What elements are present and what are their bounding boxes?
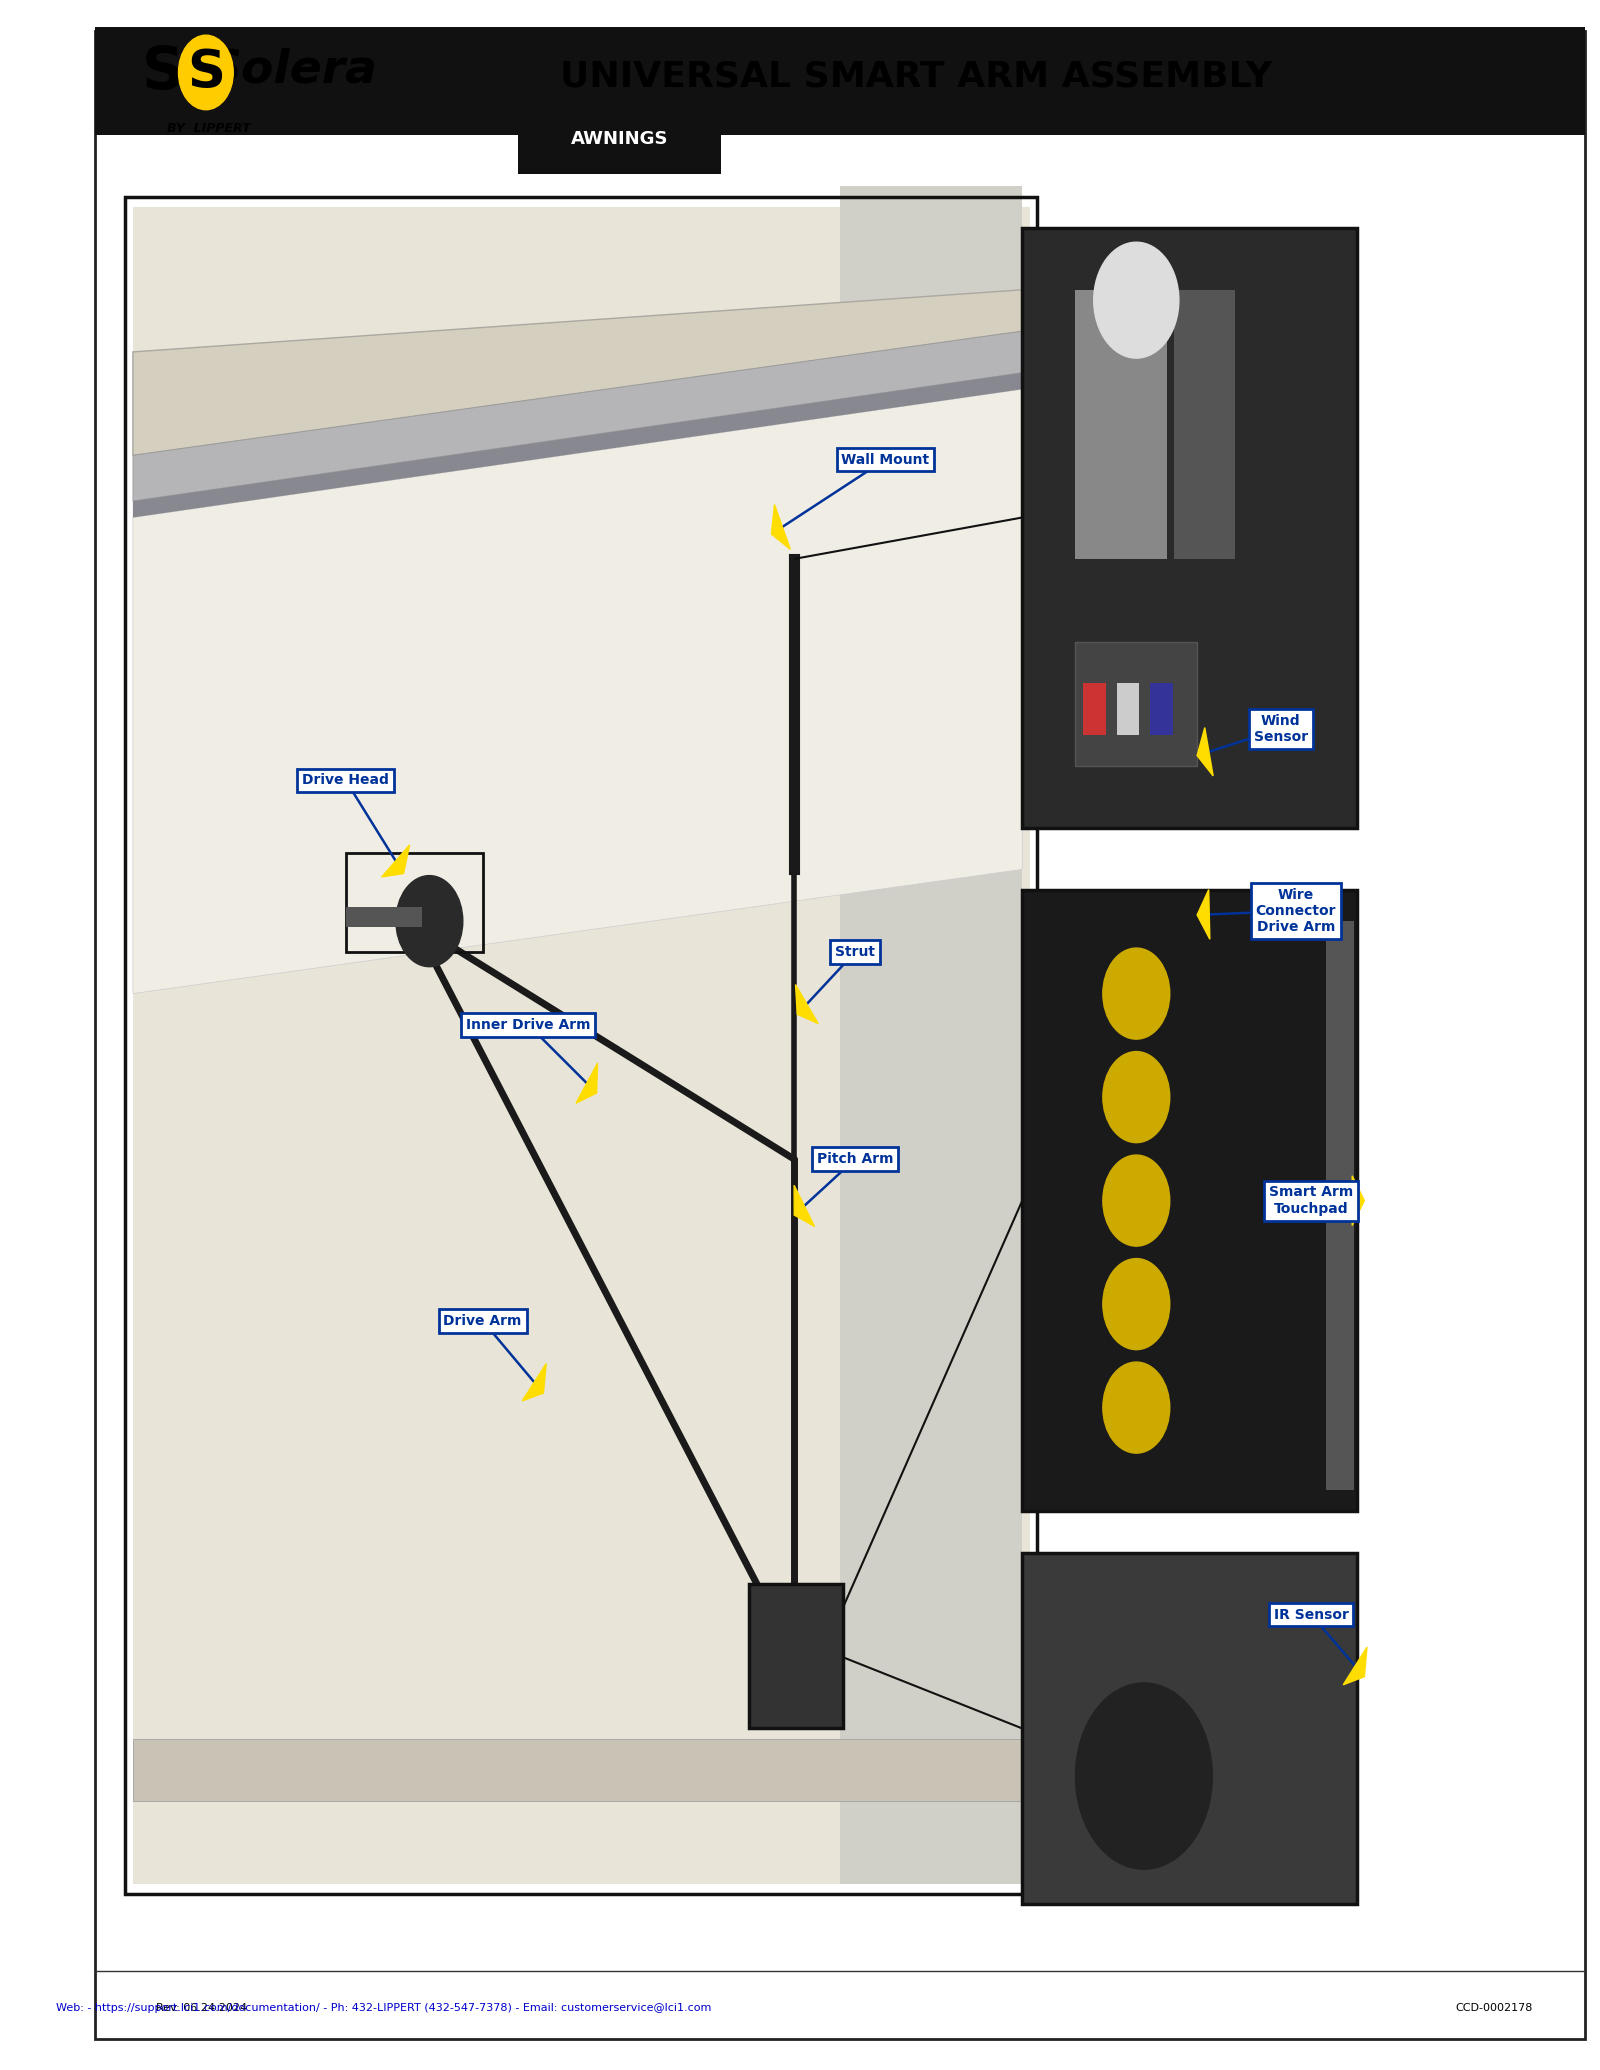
Text: Drive Head: Drive Head [302,774,389,787]
Polygon shape [576,1064,597,1103]
Polygon shape [133,389,1022,994]
Text: Web: - https://support.lci1.com/documentation/ - Ph: 432-LIPPERT (432-547-7378) : Web: - https://support.lci1.com/document… [56,2004,712,2012]
Text: Smart Arm
Touchpad: Smart Arm Touchpad [1269,1186,1354,1215]
Circle shape [1102,1362,1170,1453]
Polygon shape [840,186,1022,1884]
Text: AWNINGS: AWNINGS [571,130,669,147]
Circle shape [179,35,234,110]
Text: Solera: Solera [208,48,378,93]
Bar [133,207,1030,1884]
Bar [94,27,1584,135]
Bar [1075,290,1166,559]
Polygon shape [133,1739,1022,1801]
Text: Pitch Arm: Pitch Arm [816,1153,893,1165]
Circle shape [395,876,462,967]
Bar [1174,290,1235,559]
Text: Rev: 06.24.2024: Rev: 06.24.2024 [155,2004,246,2012]
Text: S: S [182,46,221,99]
Polygon shape [382,845,410,878]
Polygon shape [522,1364,546,1401]
Polygon shape [795,985,818,1023]
Text: Wire
Connector
Drive Arm: Wire Connector Drive Arm [1256,888,1336,934]
Circle shape [1075,1683,1213,1869]
Polygon shape [1352,1176,1365,1225]
FancyBboxPatch shape [517,104,722,174]
Text: Wind
Sensor: Wind Sensor [1254,714,1307,743]
Bar [1022,228,1357,828]
Text: Wall Mount: Wall Mount [842,453,930,466]
Bar [1117,683,1139,735]
Bar [1022,890,1357,1511]
Text: IR Sensor: IR Sensor [1274,1608,1349,1621]
Text: Inner Drive Arm: Inner Drive Arm [466,1018,590,1031]
Circle shape [1102,1052,1170,1143]
Polygon shape [133,373,1022,518]
Bar [346,907,422,927]
Bar [1150,683,1173,735]
Circle shape [1102,1259,1170,1350]
Text: Strut: Strut [835,946,875,958]
Polygon shape [133,290,1022,455]
Circle shape [1094,242,1179,358]
Text: BY  LIPPERT: BY LIPPERT [166,122,251,135]
Polygon shape [794,1186,814,1225]
Text: CCD-0002178: CCD-0002178 [1454,2004,1533,2012]
Text: Drive Arm: Drive Arm [443,1314,522,1327]
Bar [346,853,483,952]
Polygon shape [771,505,790,549]
Polygon shape [1197,890,1210,940]
Bar [1075,642,1197,766]
Text: S: S [187,48,226,99]
Bar [125,197,1037,1894]
Bar [1326,921,1354,1490]
Bar [1083,683,1106,735]
Polygon shape [1197,727,1213,776]
Text: S: S [142,43,184,101]
Circle shape [1102,1155,1170,1246]
Text: UNIVERSAL SMART ARM ASSEMBLY: UNIVERSAL SMART ARM ASSEMBLY [560,60,1272,93]
Polygon shape [1344,1648,1366,1685]
Bar [749,1584,843,1728]
Bar [1022,1552,1357,1904]
Polygon shape [133,331,1022,501]
Circle shape [1102,948,1170,1039]
